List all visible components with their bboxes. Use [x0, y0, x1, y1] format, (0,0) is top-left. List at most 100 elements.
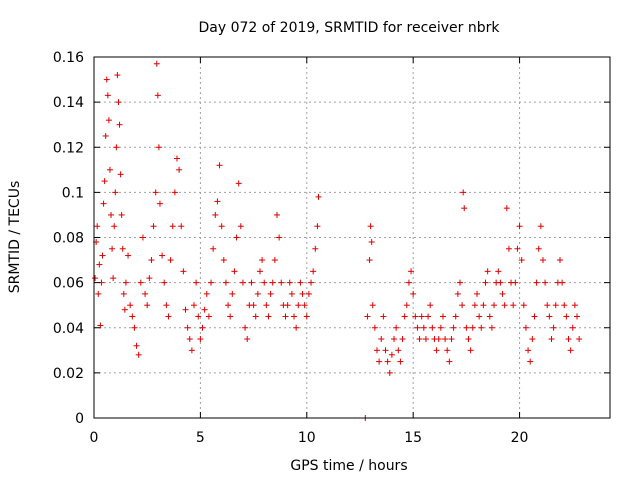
data-point [364, 313, 371, 320]
data-point [403, 302, 410, 309]
data-point [422, 336, 429, 343]
data-point [159, 252, 166, 259]
data-point [505, 245, 512, 252]
data-point [291, 313, 298, 320]
data-point [218, 223, 225, 230]
data-point [393, 324, 400, 331]
data-point [482, 279, 489, 286]
data-point [454, 290, 461, 297]
data-point [368, 239, 375, 246]
data-point [299, 290, 306, 297]
data-point [471, 302, 478, 309]
data-point [284, 302, 291, 309]
x-tick-labels: 0 5 10 15 20 [90, 430, 529, 446]
data-point [101, 178, 108, 185]
y-tick-label: 0.16 [53, 50, 84, 66]
data-point [308, 279, 315, 286]
data-point [442, 336, 449, 343]
data-point [293, 324, 300, 331]
y-tick-labels: 0 0.02 0.04 0.06 0.08 0.1 0.12 0.14 0.16 [53, 50, 84, 427]
data-point [567, 347, 574, 354]
data-point [114, 72, 121, 79]
data-point [374, 347, 381, 354]
y-tick-label: 0 [75, 411, 84, 427]
data-point [231, 268, 238, 275]
data-point [315, 193, 322, 200]
data-point [120, 290, 127, 297]
data-point [418, 313, 425, 320]
data-point [216, 162, 223, 169]
chart-title: Day 072 of 2019, SRMTID for receiver nbr… [198, 20, 500, 36]
data-point [439, 313, 446, 320]
data-point [469, 324, 476, 331]
data-point [210, 245, 217, 252]
data-point [150, 223, 157, 230]
data-point [571, 302, 578, 309]
data-point [118, 211, 125, 218]
data-point [153, 60, 160, 67]
data-point [516, 223, 523, 230]
data-point [576, 336, 583, 343]
data-point [465, 336, 472, 343]
data-point [254, 290, 261, 297]
data-point [499, 290, 506, 297]
x-tick-label: 15 [404, 430, 422, 446]
data-point [154, 92, 161, 99]
data-point [522, 324, 529, 331]
data-point [113, 144, 120, 151]
data-point [155, 144, 162, 151]
data-point [488, 324, 495, 331]
data-point [401, 313, 408, 320]
x-tick-label: 20 [511, 430, 529, 446]
data-point [378, 336, 385, 343]
data-point [446, 358, 453, 365]
data-point [531, 313, 538, 320]
y-tick-label: 0.12 [53, 140, 84, 156]
data-point [527, 358, 534, 365]
data-point [110, 275, 117, 282]
data-point [111, 223, 118, 230]
data-point [369, 302, 376, 309]
data-point [269, 279, 276, 286]
data-point [263, 302, 270, 309]
data-point [420, 324, 427, 331]
data-point [569, 324, 576, 331]
data-point [314, 223, 321, 230]
data-point [212, 211, 219, 218]
data-point [414, 324, 421, 331]
data-point [214, 198, 221, 205]
data-point [195, 313, 202, 320]
data-point [225, 302, 232, 309]
data-point [529, 336, 536, 343]
data-point [152, 189, 159, 196]
data-point [366, 257, 373, 264]
data-point [137, 279, 144, 286]
data-point [503, 205, 510, 212]
data-point [115, 99, 122, 106]
data-point [546, 313, 553, 320]
data-point [412, 313, 419, 320]
data-point [408, 268, 415, 275]
data-point [96, 261, 103, 268]
data-point [222, 279, 229, 286]
data-point [491, 302, 498, 309]
data-point [380, 313, 387, 320]
data-point [312, 245, 319, 252]
data-point [252, 313, 259, 320]
data-point [248, 279, 255, 286]
data-point [460, 189, 467, 196]
data-point [484, 268, 491, 275]
data-point [169, 223, 176, 230]
data-point [165, 313, 172, 320]
data-point [539, 257, 546, 264]
data-point [444, 347, 451, 354]
data-point [193, 279, 200, 286]
data-point [267, 290, 274, 297]
y-tick-label: 0.14 [53, 95, 84, 111]
data-point [459, 302, 466, 309]
data-point [391, 336, 398, 343]
data-point [100, 200, 107, 207]
data-point [220, 257, 227, 264]
data-point [295, 302, 302, 309]
